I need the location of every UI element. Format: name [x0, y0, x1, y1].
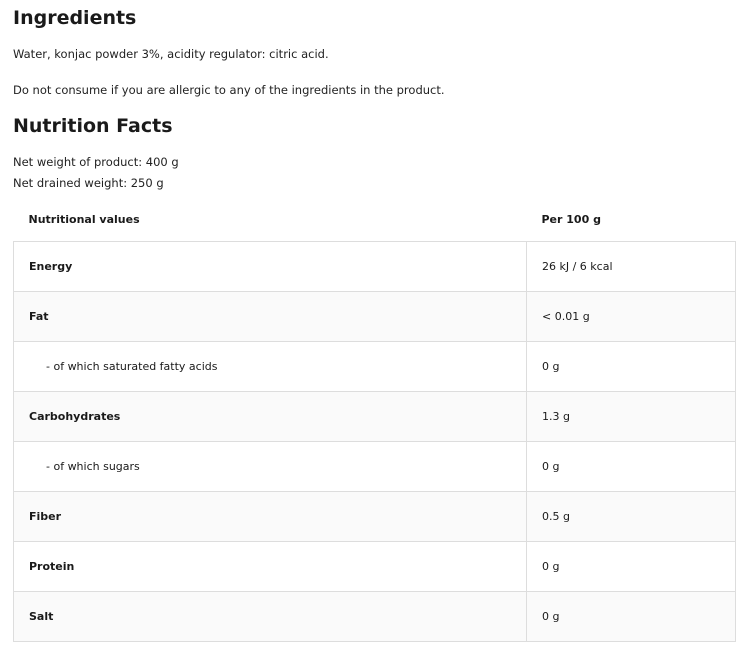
nutrient-value: 1.3 g: [526, 391, 736, 442]
table-row: Salt 0 g: [13, 591, 736, 642]
nutrient-label: - of which saturated fatty acids: [13, 341, 527, 392]
nutrient-label: Fat: [13, 291, 527, 342]
nutrient-label: Fiber: [13, 491, 527, 542]
nutrient-label: Salt: [13, 591, 527, 642]
table-row: Protein 0 g: [13, 541, 736, 592]
nutrient-value: 26 kJ / 6 kcal: [526, 241, 736, 292]
header-nutritional-values: Nutritional values: [28, 213, 140, 226]
nutrient-label: Protein: [13, 541, 527, 592]
nutrient-value: 0 g: [526, 541, 736, 592]
table-row: Carbohydrates 1.3 g: [13, 391, 736, 442]
nutrient-value: 0 g: [526, 441, 736, 492]
table-row: - of which saturated fatty acids 0 g: [13, 341, 736, 392]
table-row: Fiber 0.5 g: [13, 491, 736, 542]
table-row: Fat < 0.01 g: [13, 291, 736, 342]
ingredients-text: Water, konjac powder 3%, acidity regulat…: [13, 47, 329, 61]
nutrient-value: < 0.01 g: [526, 291, 736, 342]
nutrition-table: Nutritional values Per 100 g Energy 26 kJ…: [13, 198, 736, 642]
nutrient-value: 0 g: [526, 341, 736, 392]
ingredients-heading: Ingredients: [13, 7, 137, 29]
drained-weight: Net drained weight: 250 g: [13, 176, 164, 190]
nutrient-label: Energy: [13, 241, 527, 292]
nutrient-value: 0.5 g: [526, 491, 736, 542]
allergy-warning: Do not consume if you are allergic to an…: [13, 83, 445, 97]
nutrient-value: 0 g: [526, 591, 736, 642]
nutrient-label: - of which sugars: [13, 441, 527, 492]
table-row: Energy 26 kJ / 6 kcal: [13, 241, 736, 292]
nutrient-label: Carbohydrates: [13, 391, 527, 442]
net-weight: Net weight of product: 400 g: [13, 155, 179, 169]
header-per-100g: Per 100 g: [541, 213, 601, 226]
table-row: - of which sugars 0 g: [13, 441, 736, 492]
nutrition-heading: Nutrition Facts: [13, 115, 173, 137]
